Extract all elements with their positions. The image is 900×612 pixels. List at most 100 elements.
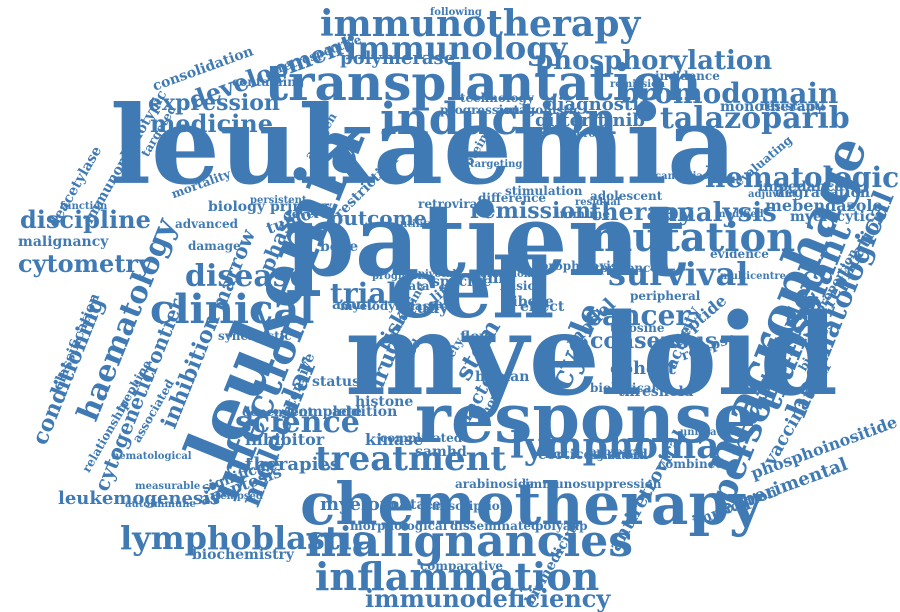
word-basic: basic xyxy=(500,279,535,293)
word-histone: histone xyxy=(355,394,414,410)
word-lymphoma: lymphoma xyxy=(510,425,720,467)
word-slms: slms xyxy=(472,268,514,287)
word-following: following xyxy=(430,7,482,18)
word-immunology: immunology xyxy=(345,29,568,67)
word-data: data xyxy=(400,279,430,293)
word-immunodeficiency: immunodeficiency xyxy=(365,584,611,612)
word-chronic: chronic xyxy=(570,129,613,140)
word-function: function xyxy=(60,201,108,212)
word-disease: disease xyxy=(185,259,309,294)
word-bromodomain: bromodomain xyxy=(620,77,839,110)
word-kinase: kinase xyxy=(365,430,424,449)
word-transcription: transcription xyxy=(420,499,509,513)
word-prognosis: prognosis xyxy=(372,271,427,282)
word-phosphorylation: phosphorylation xyxy=(535,46,773,76)
word-addition: addition xyxy=(332,404,398,420)
word-adjuvant: adjuvant xyxy=(748,189,797,200)
word-immunosuppression: immunosuppression xyxy=(525,477,662,491)
word-hematological: hematological xyxy=(112,451,192,462)
word-resistant: resistant xyxy=(760,99,820,113)
word-unrelated: unrelated xyxy=(680,427,735,438)
word-prophylaxis: prophylaxis xyxy=(540,259,618,273)
word-outcome: outcome xyxy=(330,206,427,230)
word-peripheral: peripheral xyxy=(630,289,701,303)
word-tyrosine: tyrosine xyxy=(610,321,665,335)
word-polymerase: polymerase xyxy=(340,48,456,69)
word-myelodysplastic: myelodysplastic xyxy=(340,299,447,313)
word-degradation: degradation xyxy=(775,185,871,201)
word-targeting: targeting xyxy=(470,159,523,170)
word-evidence: evidence xyxy=(710,247,769,261)
word-disseminated: disseminated xyxy=(450,519,540,533)
word-human: human xyxy=(475,369,530,385)
word-myelocytic: myelocytic xyxy=(790,209,874,225)
word-ribose: ribose xyxy=(505,294,554,310)
word-transplantation: transplantation xyxy=(265,53,702,112)
word-lymphoblastic: lymphoblastic xyxy=(120,519,372,557)
word-primary: primary xyxy=(270,199,332,215)
word-hematologic: hematologic xyxy=(705,161,900,194)
word-cancer: cancer xyxy=(585,299,691,332)
word-comparative: comparative xyxy=(420,559,503,573)
word-experience: experience xyxy=(585,261,658,275)
word-case: case xyxy=(428,297,458,311)
word-regulation: regulation xyxy=(585,451,644,462)
word-remission: remission xyxy=(470,198,592,224)
word-malignancies: malignancies xyxy=(305,516,634,567)
word-induction: induction xyxy=(380,94,617,145)
word-retroviral: retroviral xyxy=(418,197,483,211)
word-therapies: therapies xyxy=(245,454,341,475)
word-consensus: consensus xyxy=(590,328,718,354)
word-relapsed: relapsed xyxy=(215,491,263,502)
word-response: response xyxy=(415,379,757,459)
word-treatment: treatment xyxy=(315,439,507,479)
word-severe: severe xyxy=(285,207,328,221)
word-mebendazole: mebendazole xyxy=(765,196,883,215)
word-expression: expression xyxy=(148,90,280,116)
word-complicated: complicated xyxy=(380,431,463,445)
word-trial: trial xyxy=(330,277,398,310)
word-talazoparib: talazoparib xyxy=(660,101,850,136)
word-utility: utility xyxy=(400,219,434,230)
word-candidiasis: candidiasis xyxy=(655,171,718,182)
word-threshold: threshold xyxy=(618,384,694,400)
word-technology: technology xyxy=(460,91,534,105)
word-multicentre: multicentre xyxy=(720,271,787,282)
word-myeloid: myeloid xyxy=(345,290,838,421)
word-antagonistic: antagonistic xyxy=(497,103,581,117)
word-bone: bone xyxy=(320,239,359,255)
word-immunotherapy: immunotherapy xyxy=(320,3,641,45)
word-incidence: incidence xyxy=(655,69,720,83)
word-study: study xyxy=(400,298,449,317)
word-advanced: advanced xyxy=(175,217,238,231)
word-containing: containing xyxy=(232,75,305,89)
word-inhibitor: inhibitor xyxy=(245,430,325,449)
word-biochemistry: biochemistry xyxy=(192,547,295,563)
word-medicine: medicine xyxy=(150,109,274,138)
word-persistent: persistent xyxy=(250,195,307,206)
word-stimulation: stimulation xyxy=(505,184,583,198)
word-monotherapy: monotherapy xyxy=(720,99,824,115)
word-granuloma: granuloma xyxy=(480,269,541,280)
word-difference: difference xyxy=(478,191,547,205)
word-samhd: samhd xyxy=(415,444,467,460)
word-effect: effect xyxy=(520,299,565,315)
word-complete: complete xyxy=(290,404,363,420)
word-impedance: impedance xyxy=(758,179,844,195)
word-adolescent: adolescent xyxy=(590,189,663,203)
word-patient: patient xyxy=(285,181,687,299)
word-diagnostic: diagnostic xyxy=(545,94,651,115)
word-flow: flow xyxy=(460,329,492,345)
word-analysis: analysis xyxy=(660,198,777,228)
word-cytometry: cytometry xyxy=(18,249,152,278)
word-science: science xyxy=(235,405,360,440)
word-cohort: cohort xyxy=(610,358,676,379)
word-specific: specific xyxy=(432,274,492,290)
word-residual: residual xyxy=(575,197,621,208)
word-pivotal: pivotal xyxy=(418,269,457,280)
word-remission: remission xyxy=(610,79,666,90)
word-corticosteroid: corticosteroid xyxy=(538,447,648,463)
word-malignancy: malignancy xyxy=(18,234,109,250)
word-immune: immune xyxy=(555,207,611,221)
